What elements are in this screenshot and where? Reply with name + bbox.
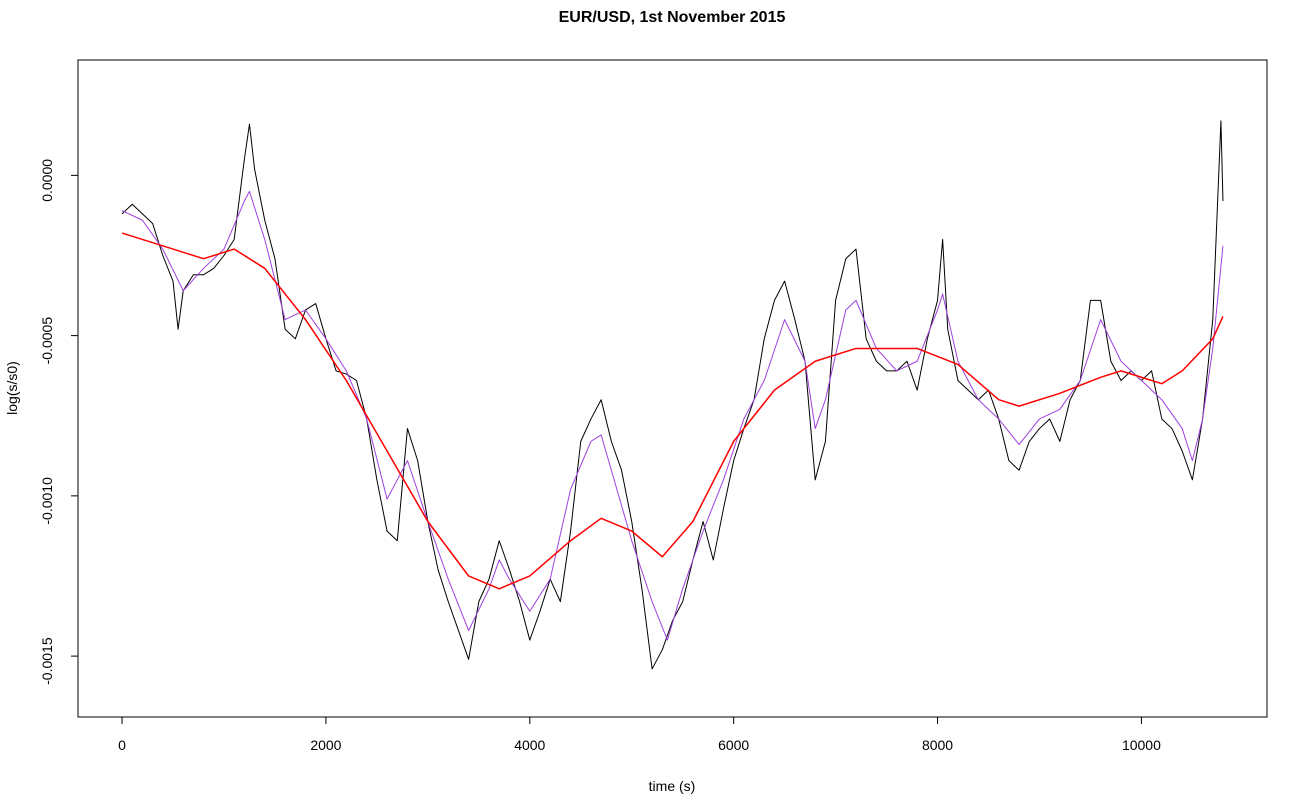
chart-title: EUR/USD, 1st November 2015	[559, 9, 786, 26]
y-tick-label: -0.0005	[39, 317, 55, 365]
y-tick-label: 0.0000	[39, 159, 55, 202]
x-tick-label: 10000	[1122, 737, 1161, 753]
y-tick-label: -0.0010	[39, 477, 55, 525]
x-tick-label: 2000	[310, 737, 341, 753]
y-tick-label: -0.0015	[39, 637, 55, 685]
y-axis-label: log(s/s0)	[4, 361, 20, 415]
x-tick-label: 8000	[922, 737, 953, 753]
plot-frame	[77, 59, 1268, 718]
series-line	[121, 120, 1224, 670]
x-axis-label: time (s)	[649, 778, 696, 794]
series-line	[121, 190, 1224, 641]
x-tick-label: 4000	[514, 737, 545, 753]
series-line	[121, 232, 1224, 590]
x-tick-label: 0	[118, 737, 126, 753]
x-tick-label: 6000	[718, 737, 749, 753]
